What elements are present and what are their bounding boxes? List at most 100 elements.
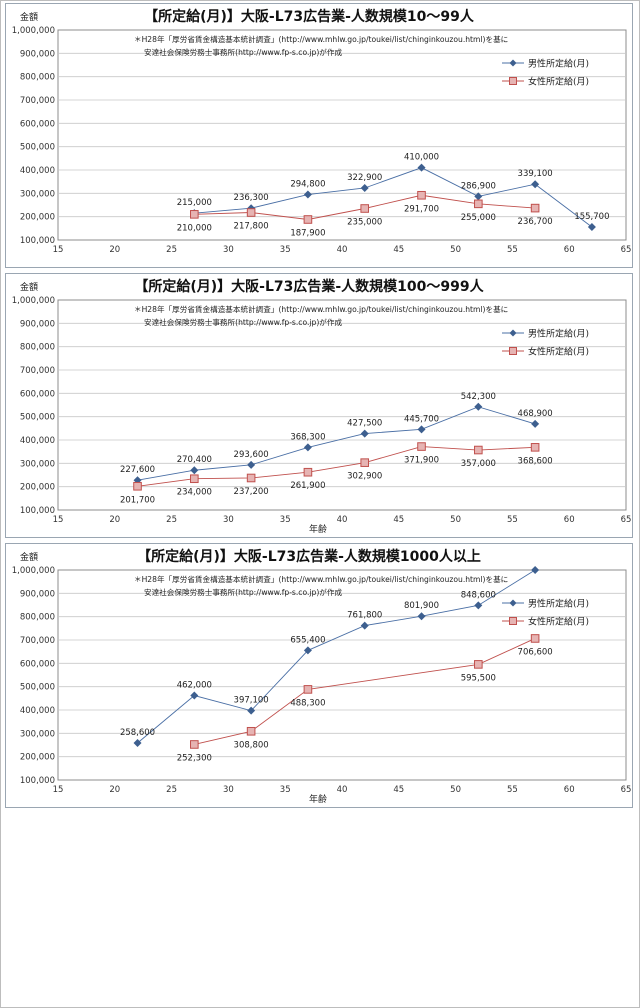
data-point bbox=[530, 443, 540, 452]
data-label: 252,300 bbox=[177, 753, 212, 763]
data-label: 201,700 bbox=[120, 495, 155, 505]
y-tick-label: 600,000 bbox=[20, 659, 55, 669]
legend-entry: 女性所定給(月) bbox=[528, 76, 589, 88]
y-axis-label: 金額 bbox=[20, 551, 38, 563]
chart-title: 【所定給(月)】大阪-L73広告業-人数規模1000人以上 bbox=[137, 548, 481, 565]
x-axis-label: 年齢 bbox=[309, 793, 327, 805]
data-point bbox=[360, 204, 370, 213]
x-tick-label: 55 bbox=[507, 785, 518, 795]
x-tick-label: 60 bbox=[564, 245, 575, 255]
x-tick-label: 45 bbox=[393, 245, 404, 255]
x-tick-label: 15 bbox=[53, 245, 64, 255]
y-axis-label: 金額 bbox=[20, 281, 38, 293]
series-line bbox=[137, 406, 536, 481]
data-point bbox=[474, 402, 483, 411]
data-point bbox=[246, 208, 256, 217]
x-tick-label: 30 bbox=[223, 245, 234, 255]
data-label: 286,900 bbox=[461, 181, 496, 191]
series-line bbox=[137, 569, 536, 744]
x-tick-label: 30 bbox=[223, 785, 234, 795]
source-note: ＊H28年「厚労省賃金構造基本統計調査」(http://www.mhlw.go.… bbox=[134, 34, 508, 44]
data-label: 357,000 bbox=[461, 459, 496, 469]
data-label: 210,000 bbox=[177, 223, 212, 233]
legend-marker bbox=[509, 617, 517, 625]
data-label: 322,900 bbox=[347, 173, 382, 183]
data-label: 291,700 bbox=[404, 204, 439, 214]
x-tick-label: 20 bbox=[109, 245, 120, 255]
source-note: 安達社会保険労務士事務所(http://www.fp-s.co.jp)が作成 bbox=[144, 587, 342, 597]
x-tick-label: 50 bbox=[450, 785, 461, 795]
data-label: 542,300 bbox=[461, 392, 496, 402]
data-label: 655,400 bbox=[290, 635, 325, 645]
data-label: 462,000 bbox=[177, 681, 212, 691]
data-point bbox=[190, 474, 199, 484]
legend-marker bbox=[509, 599, 517, 607]
y-tick-label: 800,000 bbox=[20, 73, 55, 83]
data-point bbox=[474, 445, 483, 455]
y-tick-label: 500,000 bbox=[20, 413, 55, 423]
data-label: 235,000 bbox=[347, 218, 382, 228]
legend-marker bbox=[509, 59, 517, 67]
x-tick-label: 40 bbox=[337, 245, 348, 255]
data-label: 445,700 bbox=[404, 414, 439, 424]
data-point bbox=[360, 183, 369, 192]
legend-entry: 女性所定給(月) bbox=[528, 346, 589, 358]
y-tick-label: 800,000 bbox=[20, 343, 55, 353]
x-tick-label: 20 bbox=[109, 515, 120, 525]
x-tick-label: 55 bbox=[507, 245, 518, 255]
source-note: ＊H28年「厚労省賃金構造基本統計調査」(http://www.mhlw.go.… bbox=[134, 574, 508, 584]
data-label: 261,900 bbox=[290, 481, 325, 491]
data-point bbox=[360, 458, 370, 467]
plot-area bbox=[57, 299, 627, 511]
data-point bbox=[531, 566, 540, 574]
y-tick-label: 700,000 bbox=[20, 636, 55, 646]
data-point bbox=[133, 481, 142, 491]
legend-entry: 女性所定給(月) bbox=[528, 616, 589, 628]
x-tick-label: 65 bbox=[621, 515, 632, 525]
chart-title: 【所定給(月)】大阪-L73広告業-人数規模10～99人 bbox=[144, 8, 475, 25]
x-tick-label: 60 bbox=[564, 785, 575, 795]
x-tick-label: 40 bbox=[337, 515, 348, 525]
x-tick-label: 65 bbox=[621, 245, 632, 255]
data-point bbox=[417, 612, 426, 621]
y-tick-label: 900,000 bbox=[20, 589, 55, 599]
y-tick-label: 400,000 bbox=[20, 166, 55, 176]
data-label: 801,900 bbox=[404, 601, 439, 611]
data-label: 371,900 bbox=[404, 456, 439, 466]
y-tick-label: 400,000 bbox=[20, 436, 55, 446]
data-label: 236,700 bbox=[518, 217, 553, 227]
data-point bbox=[303, 467, 313, 477]
y-tick-label: 200,000 bbox=[20, 753, 55, 763]
source-note: ＊H28年「厚労省賃金構造基本統計調査」(http://www.mhlw.go.… bbox=[134, 304, 508, 314]
data-point bbox=[190, 740, 199, 749]
x-tick-label: 25 bbox=[166, 245, 177, 255]
y-tick-label: 200,000 bbox=[20, 483, 55, 493]
chart-title: 【所定給(月)】大阪-L73広告業-人数規模100～999人 bbox=[134, 278, 484, 295]
data-point bbox=[531, 180, 540, 189]
x-tick-label: 35 bbox=[280, 245, 291, 255]
x-tick-label: 25 bbox=[166, 785, 177, 795]
y-tick-label: 1,000,000 bbox=[12, 26, 55, 36]
data-point bbox=[417, 425, 426, 434]
chart-panel-size-1000-plus: 100,000 200,000 300,000 400,000 500,000 600,0… bbox=[5, 543, 633, 808]
x-tick-label: 50 bbox=[450, 245, 461, 255]
data-point bbox=[247, 460, 256, 469]
y-tick-label: 900,000 bbox=[20, 49, 55, 59]
data-point bbox=[303, 646, 312, 655]
data-label: 410,000 bbox=[404, 153, 439, 163]
data-label: 236,300 bbox=[234, 193, 269, 203]
data-label: 488,300 bbox=[290, 698, 325, 708]
y-tick-label: 400,000 bbox=[20, 706, 55, 716]
y-tick-label: 1,000,000 bbox=[12, 566, 55, 576]
y-tick-label: 700,000 bbox=[20, 96, 55, 106]
y-tick-label: 100,000 bbox=[20, 236, 55, 246]
data-point bbox=[530, 203, 540, 213]
legend-marker bbox=[509, 77, 517, 85]
data-point bbox=[190, 691, 199, 700]
data-label: 761,800 bbox=[347, 611, 382, 621]
data-label: 270,400 bbox=[177, 455, 212, 465]
y-tick-label: 300,000 bbox=[20, 189, 55, 199]
data-label: 397,100 bbox=[234, 696, 269, 706]
data-point bbox=[133, 476, 142, 485]
data-point bbox=[246, 473, 256, 483]
